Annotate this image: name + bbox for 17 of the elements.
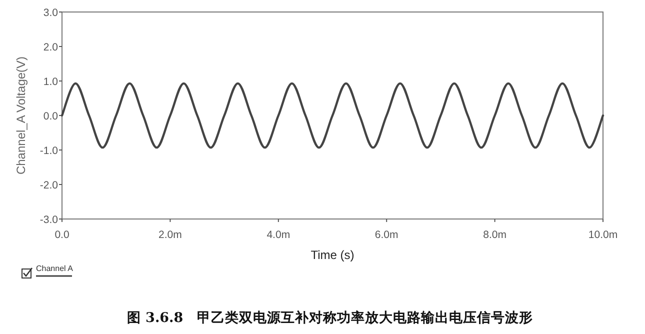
caption: 图 3.6.8 甲乙类双电源互补对称功率放大电路输出电压信号波形 bbox=[126, 309, 534, 326]
y-tick-label: -1.0 bbox=[40, 145, 58, 157]
y-tick-label: 1.0 bbox=[43, 76, 58, 88]
x-tick-label: 4.0m bbox=[266, 229, 290, 241]
x-tick-label: 8.0m bbox=[483, 229, 507, 241]
x-axis-title: Time (s) bbox=[310, 248, 354, 262]
y-tick-label: -3.0 bbox=[40, 214, 58, 226]
y-tick-label: 3.0 bbox=[43, 7, 58, 19]
x-tick-label: 0.0 bbox=[54, 229, 70, 241]
y-tick-label: 2.0 bbox=[43, 42, 58, 54]
x-tick-label: 2.0m bbox=[158, 229, 182, 241]
y-axis-title: Channel_A Voltage(V) bbox=[14, 56, 28, 175]
x-tick-label: 6.0m bbox=[374, 229, 399, 241]
text: Channel A bbox=[36, 264, 74, 273]
x-tick-label: 10.0m bbox=[588, 229, 618, 241]
y-tick-label: 0.0 bbox=[43, 110, 58, 122]
y-tick-label: -2.0 bbox=[40, 180, 58, 192]
